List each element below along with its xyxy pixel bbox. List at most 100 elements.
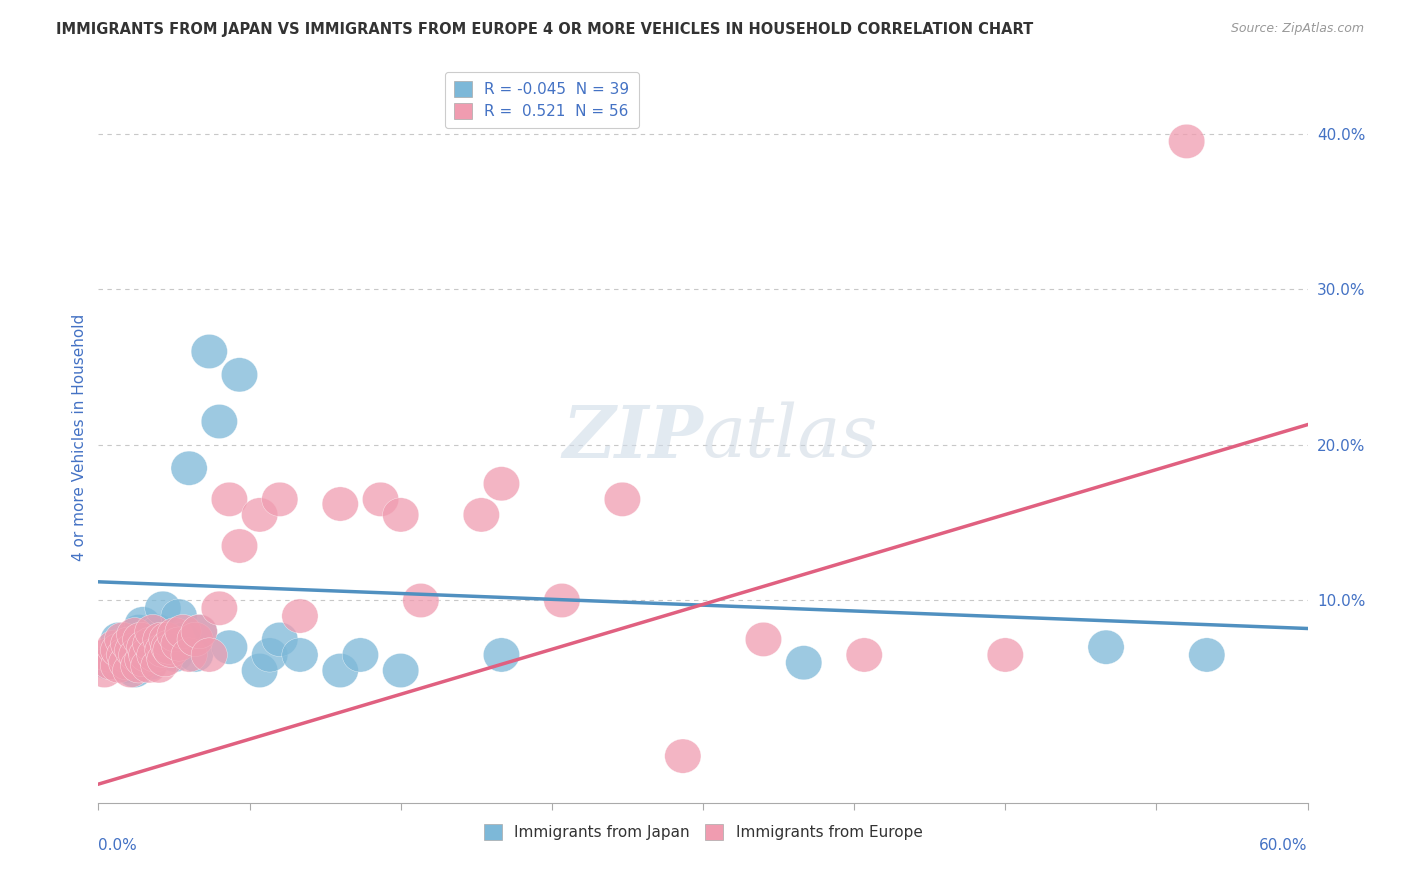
Legend: Immigrants from Japan, Immigrants from Europe: Immigrants from Japan, Immigrants from E…	[478, 818, 928, 847]
Ellipse shape	[211, 630, 247, 665]
Ellipse shape	[145, 591, 181, 625]
Ellipse shape	[160, 627, 197, 661]
Ellipse shape	[322, 487, 359, 521]
Ellipse shape	[181, 615, 218, 648]
Ellipse shape	[402, 583, 439, 617]
Ellipse shape	[165, 615, 201, 648]
Ellipse shape	[112, 627, 149, 661]
Ellipse shape	[745, 623, 782, 657]
Ellipse shape	[177, 638, 214, 672]
Ellipse shape	[149, 623, 186, 657]
Ellipse shape	[114, 633, 150, 667]
Ellipse shape	[221, 529, 257, 563]
Text: 60.0%: 60.0%	[1260, 838, 1308, 853]
Ellipse shape	[544, 583, 581, 617]
Ellipse shape	[172, 451, 207, 485]
Ellipse shape	[211, 483, 247, 516]
Ellipse shape	[117, 654, 153, 688]
Ellipse shape	[846, 638, 883, 672]
Ellipse shape	[143, 623, 179, 657]
Ellipse shape	[104, 623, 141, 657]
Text: Source: ZipAtlas.com: Source: ZipAtlas.com	[1230, 22, 1364, 36]
Ellipse shape	[121, 615, 157, 648]
Ellipse shape	[191, 638, 228, 672]
Ellipse shape	[141, 648, 177, 683]
Y-axis label: 4 or more Vehicles in Household: 4 or more Vehicles in Household	[72, 313, 87, 561]
Ellipse shape	[262, 483, 298, 516]
Ellipse shape	[221, 358, 257, 392]
Ellipse shape	[93, 646, 129, 680]
Ellipse shape	[118, 638, 155, 672]
Ellipse shape	[665, 739, 702, 773]
Ellipse shape	[100, 633, 136, 667]
Ellipse shape	[132, 627, 169, 661]
Ellipse shape	[1088, 630, 1125, 665]
Ellipse shape	[131, 623, 167, 657]
Ellipse shape	[141, 615, 177, 648]
Ellipse shape	[281, 638, 318, 672]
Ellipse shape	[153, 633, 190, 667]
Ellipse shape	[145, 633, 181, 667]
Ellipse shape	[484, 467, 520, 501]
Ellipse shape	[165, 623, 201, 657]
Ellipse shape	[108, 646, 145, 680]
Ellipse shape	[100, 648, 136, 683]
Ellipse shape	[100, 623, 136, 657]
Ellipse shape	[108, 648, 145, 683]
Ellipse shape	[100, 638, 136, 672]
Ellipse shape	[135, 615, 172, 648]
Ellipse shape	[90, 638, 127, 672]
Ellipse shape	[605, 483, 641, 516]
Ellipse shape	[121, 638, 157, 672]
Ellipse shape	[242, 498, 278, 532]
Ellipse shape	[177, 623, 214, 657]
Ellipse shape	[129, 630, 165, 665]
Ellipse shape	[157, 638, 193, 672]
Ellipse shape	[242, 654, 278, 688]
Ellipse shape	[262, 623, 298, 657]
Ellipse shape	[122, 623, 159, 657]
Ellipse shape	[104, 630, 141, 665]
Ellipse shape	[1168, 124, 1205, 159]
Ellipse shape	[382, 654, 419, 688]
Text: ZIP: ZIP	[562, 401, 703, 473]
Ellipse shape	[129, 638, 165, 672]
Ellipse shape	[363, 483, 399, 516]
Ellipse shape	[125, 642, 160, 677]
Ellipse shape	[132, 646, 169, 680]
Ellipse shape	[86, 654, 122, 688]
Ellipse shape	[157, 617, 193, 652]
Ellipse shape	[136, 633, 173, 667]
Text: atlas: atlas	[703, 401, 879, 473]
Ellipse shape	[111, 627, 146, 661]
Ellipse shape	[281, 599, 318, 633]
Ellipse shape	[121, 648, 157, 683]
Ellipse shape	[181, 615, 218, 648]
Text: IMMIGRANTS FROM JAPAN VS IMMIGRANTS FROM EUROPE 4 OR MORE VEHICLES IN HOUSEHOLD : IMMIGRANTS FROM JAPAN VS IMMIGRANTS FROM…	[56, 22, 1033, 37]
Ellipse shape	[484, 638, 520, 672]
Ellipse shape	[131, 648, 167, 683]
Ellipse shape	[111, 633, 146, 667]
Text: 0.0%: 0.0%	[98, 838, 138, 853]
Ellipse shape	[150, 630, 187, 665]
Ellipse shape	[382, 498, 419, 532]
Ellipse shape	[786, 646, 823, 680]
Ellipse shape	[117, 617, 153, 652]
Ellipse shape	[172, 638, 207, 672]
Ellipse shape	[97, 630, 132, 665]
Ellipse shape	[201, 404, 238, 439]
Ellipse shape	[342, 638, 378, 672]
Ellipse shape	[191, 334, 228, 368]
Ellipse shape	[107, 638, 143, 672]
Ellipse shape	[90, 646, 127, 680]
Ellipse shape	[463, 498, 499, 532]
Ellipse shape	[987, 638, 1024, 672]
Ellipse shape	[136, 638, 173, 672]
Ellipse shape	[160, 599, 197, 633]
Ellipse shape	[1188, 638, 1225, 672]
Ellipse shape	[127, 630, 163, 665]
Ellipse shape	[322, 654, 359, 688]
Ellipse shape	[150, 630, 187, 665]
Ellipse shape	[112, 654, 149, 688]
Ellipse shape	[125, 607, 160, 641]
